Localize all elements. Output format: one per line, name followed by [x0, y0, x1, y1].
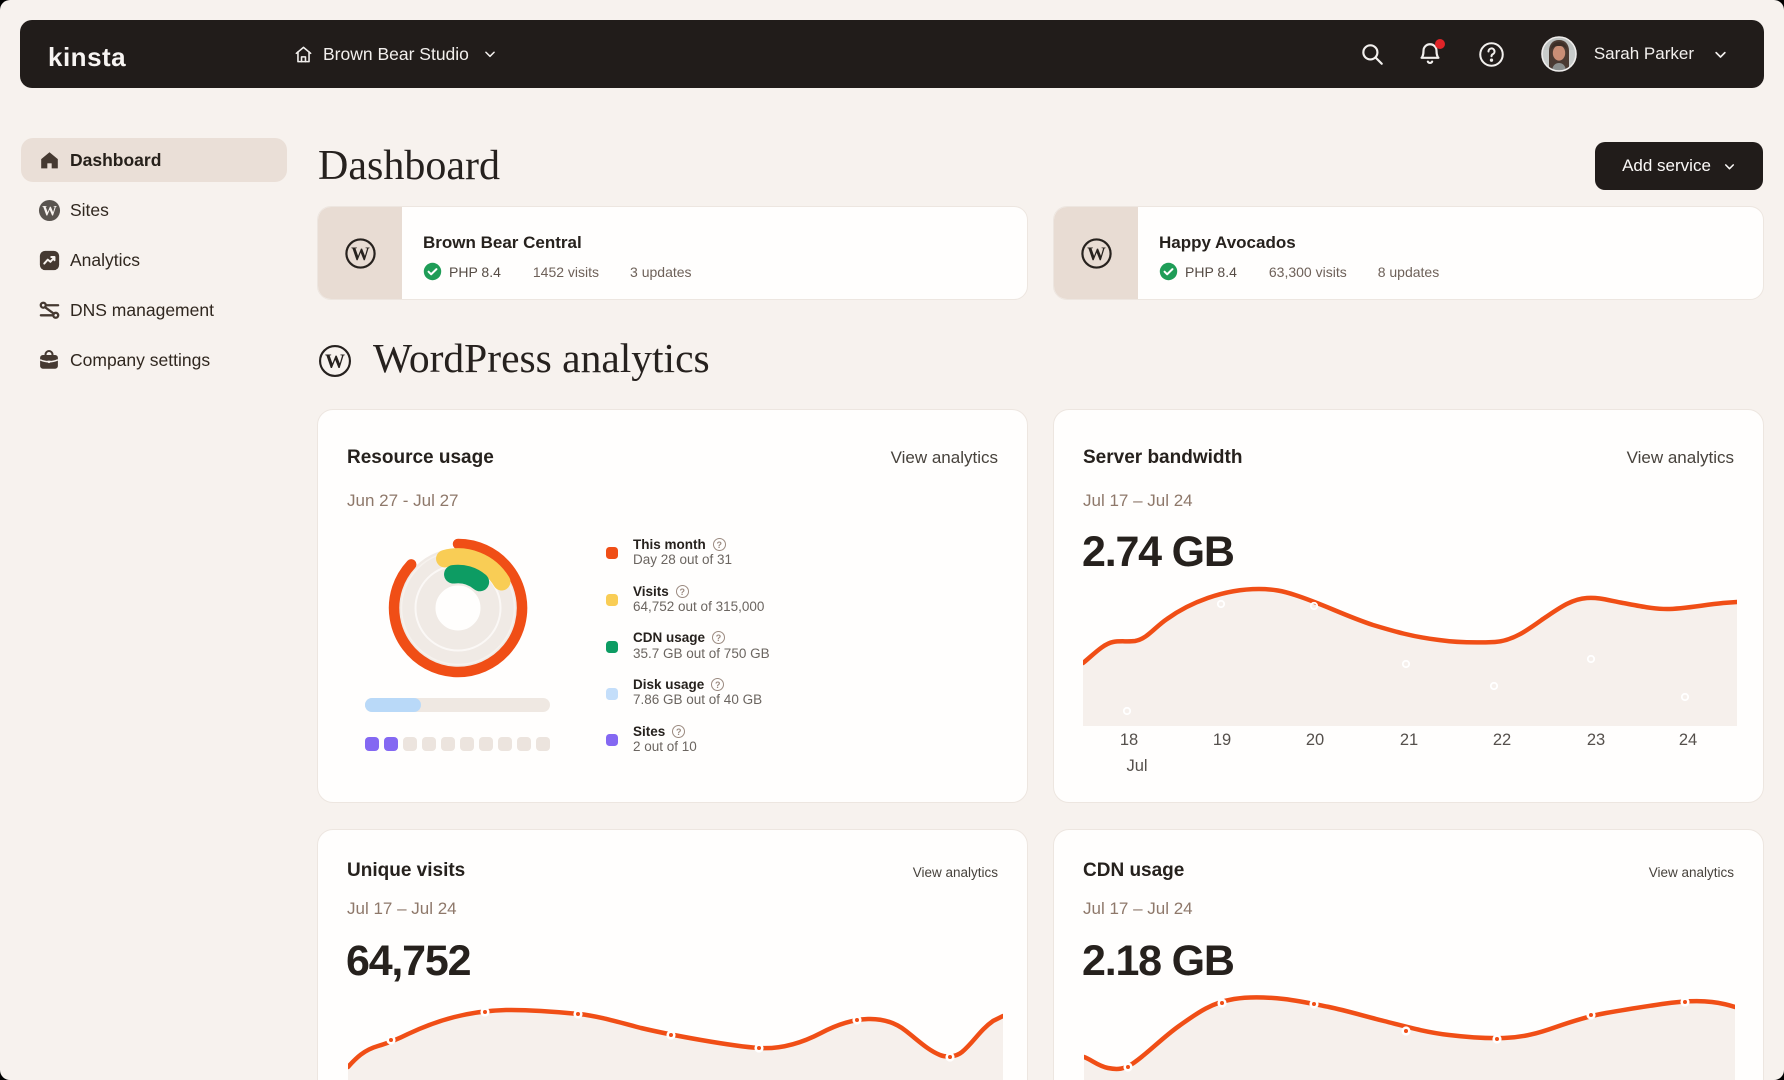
svg-text:W: W: [42, 203, 57, 219]
svg-text:W: W: [351, 243, 370, 264]
svg-text:W: W: [325, 351, 345, 373]
svg-text:W: W: [1087, 243, 1106, 264]
